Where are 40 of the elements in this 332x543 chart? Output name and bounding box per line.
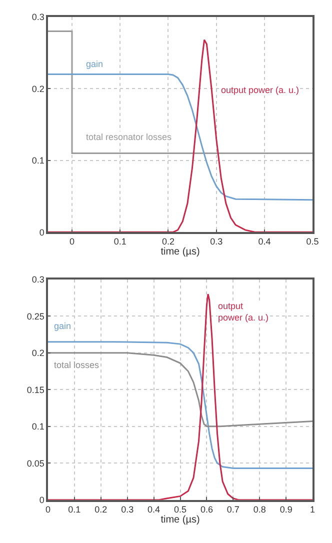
line-series (48, 74, 313, 201)
x-tick-label: 0.2 (162, 236, 174, 247)
y-tick-label: 0 (39, 227, 44, 238)
y-tick-label: 0.1 (32, 422, 44, 432)
series-label: total losses (54, 360, 100, 370)
x-axis-title: time (µs) (160, 246, 200, 258)
line-series (48, 293, 313, 500)
x-tick-label: 0.3 (121, 504, 134, 514)
y-tick-label: 0.2 (32, 84, 44, 94)
x-tick-label: 1 (310, 504, 316, 514)
series-label: total resonator losses (86, 132, 172, 142)
x-tick-label: 0.2 (94, 504, 108, 514)
x-axis-title: time (µs) (160, 514, 200, 526)
x-tick-label: 0 (69, 236, 75, 247)
series-label: gain (86, 59, 104, 69)
series-label: output power (a. u.) (218, 301, 269, 323)
series-label: gain (54, 321, 72, 331)
x-tick-label: 0.8 (253, 504, 266, 514)
y-tick-label: 0.25 (26, 311, 44, 322)
x-tick-label: 0.4 (148, 504, 160, 514)
y-tick-label: 0.05 (26, 458, 44, 468)
x-tick-label: 0.9 (280, 504, 292, 514)
y-tick-label: 0.1 (32, 156, 44, 166)
y-tick-label: 0.3 (32, 274, 44, 285)
line-series (48, 39, 313, 232)
x-tick-label: 0.6 (200, 504, 213, 514)
y-tick-label: 0.15 (26, 384, 44, 395)
x-tick-label: 0.5 (306, 236, 319, 247)
x-tick-label: 0.3 (210, 236, 223, 247)
y-tick-label: 0.2 (32, 348, 44, 358)
series-label: output power (a. u.) (221, 85, 300, 95)
y-tick-label: 0.3 (32, 12, 44, 22)
line-series (48, 341, 313, 470)
x-tick-label: 0.1 (68, 504, 81, 514)
x-tick-label: 0.1 (114, 236, 126, 247)
x-tick-label: 0.5 (174, 504, 187, 514)
x-tick-label: 0.4 (258, 236, 271, 247)
y-tick-label: 0 (39, 495, 44, 506)
line-series (48, 352, 313, 428)
x-tick-label: 0.7 (226, 504, 240, 514)
